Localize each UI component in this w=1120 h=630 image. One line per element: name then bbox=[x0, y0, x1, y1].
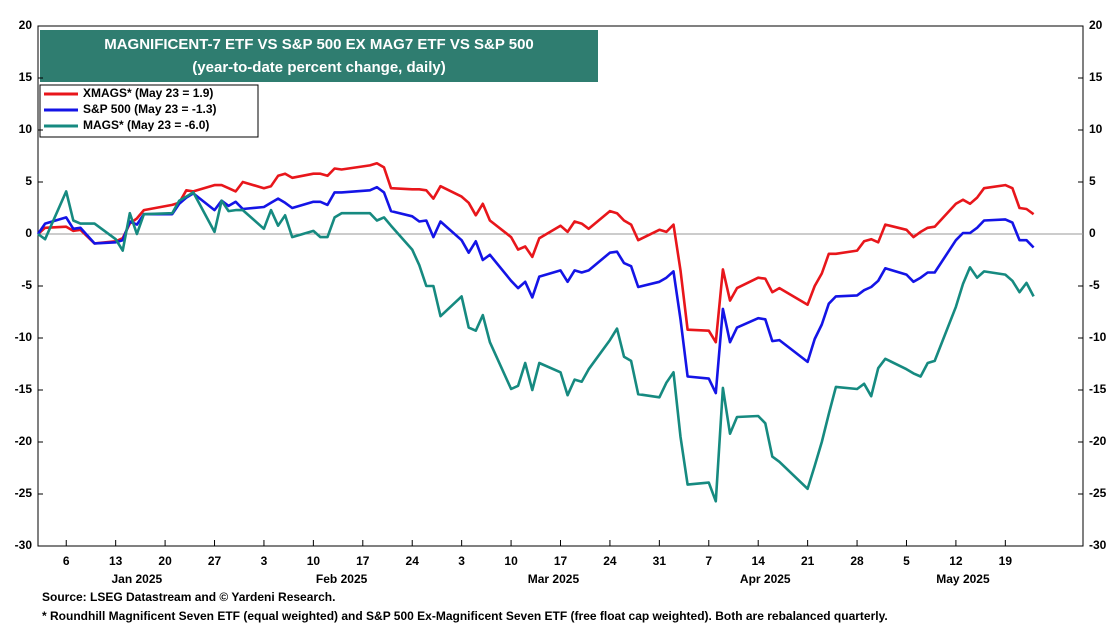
footnote: * Roundhill Magnificent Seven ETF (equal… bbox=[42, 609, 888, 623]
x-tick-label: 14 bbox=[752, 554, 766, 568]
source: Source: LSEG Datastream and © Yardeni Re… bbox=[42, 590, 335, 604]
month-label: Mar 2025 bbox=[528, 572, 580, 586]
series-line bbox=[37, 190, 1035, 503]
month-label: Apr 2025 bbox=[740, 572, 791, 586]
x-tick-label: 27 bbox=[208, 554, 222, 568]
title-box bbox=[40, 30, 598, 82]
x-tick-label: 17 bbox=[554, 554, 568, 568]
y2-tick-label: 0 bbox=[1089, 226, 1096, 240]
month-label: Feb 2025 bbox=[316, 572, 368, 586]
x-tick-label: 20 bbox=[158, 554, 172, 568]
y2-tick-label: 15 bbox=[1089, 70, 1103, 84]
x-tick-label: 24 bbox=[406, 554, 420, 568]
y2-tick-label: -15 bbox=[1089, 382, 1107, 396]
legend-label: MAGS* (May 23 = -6.0) bbox=[83, 118, 209, 132]
x-tick-label: 3 bbox=[458, 554, 465, 568]
y-tick-label: -15 bbox=[15, 382, 33, 396]
y2-tick-label: -10 bbox=[1089, 330, 1107, 344]
y-tick-label: 0 bbox=[25, 226, 32, 240]
month-label: May 2025 bbox=[936, 572, 990, 586]
x-tick-label: 3 bbox=[261, 554, 268, 568]
y-tick-label: -20 bbox=[15, 434, 33, 448]
y2-tick-label: 20 bbox=[1089, 18, 1103, 32]
x-tick-label: 31 bbox=[653, 554, 667, 568]
y-tick-label: -25 bbox=[15, 486, 33, 500]
y-tick-label: 10 bbox=[19, 122, 33, 136]
x-tick-label: 17 bbox=[356, 554, 370, 568]
chart-title: MAGNIFICENT-7 ETF VS S&P 500 EX MAG7 ETF… bbox=[104, 36, 534, 53]
y2-tick-label: 10 bbox=[1089, 122, 1103, 136]
y2-tick-label: -25 bbox=[1089, 486, 1107, 500]
y-tick-label: -5 bbox=[21, 278, 32, 292]
x-tick-label: 10 bbox=[307, 554, 321, 568]
y2-tick-label: -5 bbox=[1089, 278, 1100, 292]
month-label: Jan 2025 bbox=[111, 572, 162, 586]
x-tick-label: 5 bbox=[903, 554, 910, 568]
x-tick-label: 28 bbox=[850, 554, 864, 568]
legend-label: XMAGS* (May 23 = 1.9) bbox=[83, 86, 213, 100]
x-tick-label: 19 bbox=[999, 554, 1013, 568]
y2-tick-label: -30 bbox=[1089, 538, 1107, 552]
legend-label: S&P 500 (May 23 = -1.3) bbox=[83, 102, 217, 116]
y-tick-label: -30 bbox=[15, 538, 33, 552]
x-tick-label: 12 bbox=[949, 554, 963, 568]
chart-subtitle: (year-to-date percent change, daily) bbox=[192, 59, 445, 76]
x-tick-label: 21 bbox=[801, 554, 815, 568]
x-tick-label: 6 bbox=[63, 554, 70, 568]
y2-tick-label: -20 bbox=[1089, 434, 1107, 448]
series-line bbox=[37, 162, 1035, 344]
x-tick-label: 7 bbox=[705, 554, 712, 568]
y-tick-label: 20 bbox=[19, 18, 33, 32]
x-tick-label: 24 bbox=[603, 554, 617, 568]
y2-tick-label: 5 bbox=[1089, 174, 1096, 188]
x-tick-label: 13 bbox=[109, 554, 123, 568]
y-tick-label: 5 bbox=[25, 174, 32, 188]
y-tick-label: -10 bbox=[15, 330, 33, 344]
x-tick-label: 10 bbox=[504, 554, 518, 568]
y-tick-label: 15 bbox=[19, 70, 33, 84]
